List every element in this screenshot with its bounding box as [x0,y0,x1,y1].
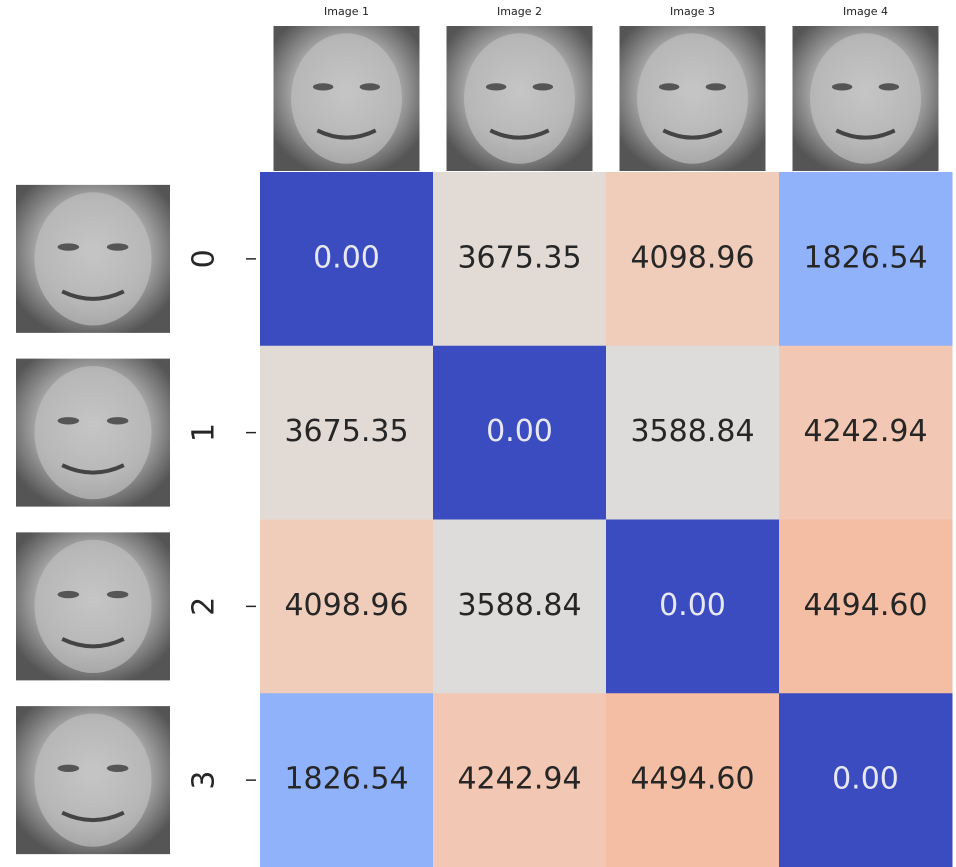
face-eye [106,417,129,425]
face-eye [359,83,381,91]
face-mouth [662,128,723,140]
column-title: Image 1 [324,5,369,18]
face-shape [291,33,402,164]
face-eye [106,764,129,772]
y-tick-label: 3 [187,771,222,790]
heatmap-cell [779,172,953,347]
cell-label: 1826.54 [284,762,408,797]
cell-label: 4242.94 [803,414,927,449]
face-mouth [61,810,125,822]
face-shape [34,366,152,500]
face-mouth [316,128,377,140]
face-eye [57,764,80,772]
cell-label: 3588.84 [630,414,754,449]
heatmap-cell [260,519,434,694]
heatmap: 0.00 3675.35 4098.96 1826.54 3675.35 0.00 3588… [260,172,953,867]
cell-label: 3675.35 [457,240,581,275]
face-eye [658,83,680,91]
face-shape [637,33,748,164]
heatmap-cell [260,693,434,867]
face-mouth [61,463,125,475]
labels: Image 1 Image 2 Image 3 Image 4 0 1 2 3 [187,5,888,790]
heatmap-cell [433,172,607,347]
y-tick-label: 0 [187,249,222,268]
face-eye [831,83,853,91]
face-mouth [489,128,550,140]
cell-label: 3675.35 [284,414,408,449]
face-eye [106,243,129,251]
face-eye [57,417,80,425]
heatmap-cell [433,519,607,694]
face-mouth [61,289,125,301]
heatmap-cell [433,345,607,520]
face-mouth [835,128,896,140]
heatmap-cell [606,693,780,867]
heatmap-cell [606,519,780,694]
cell-label: 0.00 [313,240,380,275]
face-shape [34,192,152,326]
face-thumbnails [16,26,939,855]
cell-label: 4494.60 [803,588,927,623]
heatmap-cell [606,345,780,520]
cell-label: 0.00 [486,414,553,449]
heatmap-cell [260,345,434,520]
face-eye [312,83,334,91]
face-shape [34,539,152,673]
cell-label: 4494.60 [630,762,754,797]
cell-label: 4098.96 [284,588,408,623]
face-eye [705,83,727,91]
face-eye [878,83,900,91]
face-eye [532,83,554,91]
face-shape [34,713,152,847]
face-eye [57,243,80,251]
cell-label: 0.00 [832,762,899,797]
heatmap-cell [779,519,953,694]
cell-label: 0.00 [659,588,726,623]
heatmap-cell [260,172,434,347]
heatmap-cell [779,345,953,520]
y-tick-label: 2 [187,597,222,616]
y-tick-label: 1 [187,423,222,442]
heatmap-cell [779,693,953,867]
face-shape [464,33,575,164]
face-mouth [61,637,125,649]
face-shape [810,33,921,164]
cell-label: 4242.94 [457,762,581,797]
cell-label: 4098.96 [630,240,754,275]
cell-label: 1826.54 [803,240,927,275]
heatmap-cell [433,693,607,867]
face-eye [57,590,80,599]
column-title: Image 4 [843,5,888,18]
face-eye [485,83,507,91]
face-eye [106,590,129,599]
cell-label: 3588.84 [457,588,581,623]
heatmap-cell [606,172,780,347]
column-title: Image 3 [670,5,715,18]
column-title: Image 2 [497,5,542,18]
